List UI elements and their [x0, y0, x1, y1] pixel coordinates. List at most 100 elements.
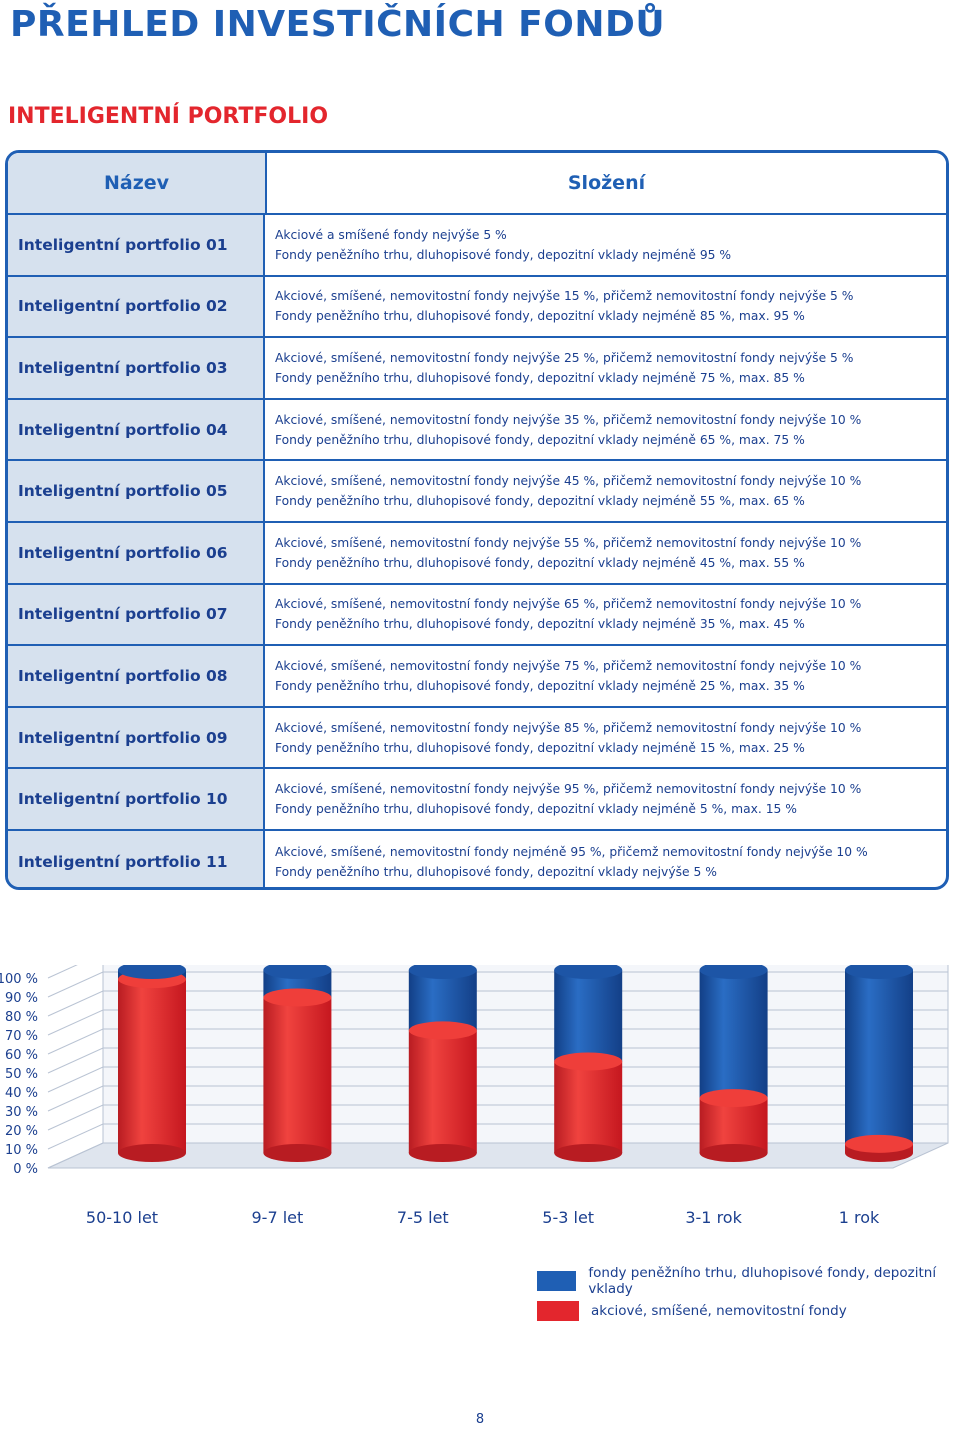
composition-line-equity: Akciové, smíšené, nemovitostní fondy nej… — [275, 597, 862, 612]
portfolio-name: Inteligentní portfolio 03 — [8, 338, 265, 398]
composition-line-equity: Akciové, smíšené, nemovitostní fondy nej… — [275, 658, 862, 673]
gridline — [47, 965, 78, 979]
bar-top-cap — [845, 965, 913, 979]
y-tick-label: 30 % — [5, 1105, 38, 1120]
bar-segment-equity — [699, 1098, 768, 1153]
bar-segment-equity — [554, 1061, 623, 1153]
composition-line-equity: Akciové, smíšené, nemovitostní fondy nej… — [275, 535, 862, 550]
composition-line-bonds: Fondy peněžního trhu, dluhopisové fondy,… — [275, 247, 732, 262]
x-category-label: 1 rok — [839, 1208, 880, 1227]
portfolio-name: Inteligentní portfolio 08 — [8, 646, 265, 706]
table-row: Inteligentní portfolio 03 Akciové, smíšen… — [8, 338, 946, 400]
table-row: Inteligentní portfolio 05 Akciové, smíšen… — [8, 461, 946, 523]
bar-split-cap — [699, 1089, 768, 1108]
x-category-label: 50-10 let — [86, 1208, 158, 1227]
composition-line-bonds: Fondy peněžního trhu, dluhopisové fondy,… — [275, 555, 805, 570]
bar-segment-money-market — [554, 970, 623, 1062]
y-tick-label: 50 % — [5, 1067, 38, 1082]
composition-line-equity: Akciové, smíšené, nemovitostní fondy nej… — [275, 474, 862, 489]
gridline — [47, 1085, 948, 1112]
legend-swatch-red — [537, 1301, 579, 1321]
x-category-label: 5-3 let — [542, 1208, 594, 1227]
table-row: Inteligentní portfolio 09 Akciové, smíšen… — [8, 707, 946, 770]
portfolio-name: Inteligentní portfolio 07 — [8, 584, 265, 645]
table-row: Inteligentní portfolio 01 Akciové a smíše… — [8, 215, 946, 277]
y-tick-label: 100 % — [0, 972, 38, 987]
portfolio-name: Inteligentní portfolio 11 — [8, 830, 265, 887]
table-row: Inteligentní portfolio 04 Akciové, smíšen… — [8, 399, 946, 462]
portfolio-name: Inteligentní portfolio 01 — [8, 215, 265, 275]
composition-line-equity: Akciové, smíšené, nemovitostní fondy nej… — [275, 720, 862, 735]
gridline — [47, 1123, 948, 1150]
gridline — [47, 971, 948, 998]
composition-line-bonds: Fondy peněžního trhu, dluhopisové fondy,… — [275, 740, 805, 755]
portfolio-composition: Akciové, smíšené, nemovitostní fondy nej… — [265, 646, 946, 706]
legend-item-equity: akciové, smíšené, nemovitostní fondy — [537, 1296, 960, 1326]
portfolio-name: Inteligentní portfolio 10 — [8, 769, 265, 829]
legend-label: akciové, smíšené, nemovitostní fondy — [591, 1303, 847, 1319]
table-row: Inteligentní portfolio 10 Akciové, smíšen… — [8, 769, 946, 831]
portfolio-composition: Akciové, smíšené, nemovitostní fondy nej… — [265, 400, 946, 460]
y-tick-label: 80 % — [5, 1010, 38, 1025]
page-title: PŘEHLED INVESTIČNÍCH FONDŮ — [10, 4, 666, 45]
bar-segment-equity — [263, 997, 332, 1153]
x-category-label: 9-7 let — [252, 1208, 304, 1227]
table-row: Inteligentní portfolio 11 Akciové, smíšen… — [8, 830, 946, 887]
allocation-chart: 100 % 90 % 80 % 70 % 60 % 50 % 40 % 30 % 20 % 10 … — [0, 965, 949, 1227]
y-tick-label: 40 % — [5, 1086, 38, 1101]
legend-swatch-blue — [537, 1271, 577, 1291]
portfolio-name: Inteligentní portfolio 06 — [8, 522, 265, 583]
portfolio-composition: Akciové, smíšené, nemovitostní fondy nej… — [265, 831, 946, 887]
y-tick-label: 60 % — [5, 1048, 38, 1063]
composition-line-equity: Akciové, smíšené, nemovitostní fondy nej… — [275, 350, 854, 365]
composition-line-bonds: Fondy peněžního trhu, dluhopisové fondy,… — [275, 494, 805, 509]
chart-legend: fondy peněžního trhu, dluhopisové fondy,… — [537, 1265, 960, 1326]
composition-line-bonds: Fondy peněžního trhu, dluhopisové fondy,… — [275, 309, 805, 324]
portfolio-composition: Akciové, smíšené, nemovitostní fondy nej… — [265, 523, 946, 583]
y-tick-label: 20 % — [5, 1124, 38, 1139]
portfolio-composition: Akciové, smíšené, nemovitostní fondy nej… — [265, 769, 946, 829]
composition-line-bonds: Fondy peněžního trhu, dluhopisové fondy,… — [275, 432, 805, 447]
bar-bottom-cap — [699, 1144, 768, 1162]
composition-line-equity: Akciové, smíšené, nemovitostní fondy nej… — [275, 289, 854, 304]
portfolio-composition: Akciové, smíšené, nemovitostní fondy nej… — [265, 277, 946, 337]
table-body: Inteligentní portfolio 01 Akciové a smíše… — [8, 215, 946, 887]
bar-bottom-cap — [554, 1144, 623, 1162]
x-category-label: 3-1 rok — [685, 1208, 742, 1227]
portfolio-composition: Akciové, smíšené, nemovitostní fondy nej… — [265, 461, 946, 521]
portfolio-composition: Akciové a smíšené fondy nejvýše 5 % Fondy… — [265, 215, 946, 275]
composition-line-equity: Akciové, smíšené, nemovitostní fondy nej… — [275, 412, 862, 427]
bar-top-cap — [699, 965, 768, 979]
portfolio-composition: Akciové, smíšené, nemovitostní fondy nej… — [265, 338, 946, 398]
table-row: Inteligentní portfolio 02 Akciové, smíšen… — [8, 276, 946, 339]
table-row: Inteligentní portfolio 06 Akciové, smíšen… — [8, 522, 946, 585]
portfolio-name: Inteligentní portfolio 09 — [8, 707, 265, 768]
gridline — [47, 1142, 948, 1169]
bar-top-cap — [118, 965, 186, 979]
composition-line-bonds: Fondy peněžního trhu, dluhopisové fondy,… — [275, 864, 717, 879]
composition-line-bonds: Fondy peněžního trhu, dluhopisové fondy,… — [275, 802, 797, 817]
legend-label: fondy peněžního trhu, dluhopisové fondy,… — [588, 1265, 937, 1297]
section-title: INTELIGENTNÍ PORTFOLIO — [8, 104, 329, 129]
header-name: Název — [8, 153, 267, 213]
portfolio-name: Inteligentní portfolio 05 — [8, 461, 265, 521]
bar-bottom-cap — [118, 1144, 186, 1162]
composition-line-bonds: Fondy peněžního trhu, dluhopisové fondy,… — [275, 617, 805, 632]
bar-split-cap — [408, 1021, 477, 1040]
bar-segment-equity — [118, 979, 186, 1153]
y-tick-label: 70 % — [5, 1029, 38, 1044]
page-number: 8 — [475, 1412, 485, 1427]
gridline — [47, 1066, 948, 1093]
bar-segment-money-market — [845, 970, 913, 1144]
gridline — [47, 1047, 948, 1074]
composition-line-equity: Akciové, smíšené, nemovitostní fondy nej… — [275, 844, 868, 859]
portfolio-table: Název Složení Inteligentní portfolio 01 A… — [5, 150, 949, 890]
y-tick-label: 90 % — [5, 991, 38, 1006]
y-tick-label: 0 % — [13, 1162, 38, 1177]
bar-top-cap — [408, 965, 477, 979]
bar-segment-money-market — [699, 970, 768, 1099]
bar-top-cap — [263, 965, 332, 979]
gridline — [47, 1028, 948, 1055]
bar-segment-money-market — [408, 970, 477, 1031]
bar-bottom-cap — [408, 1144, 477, 1162]
